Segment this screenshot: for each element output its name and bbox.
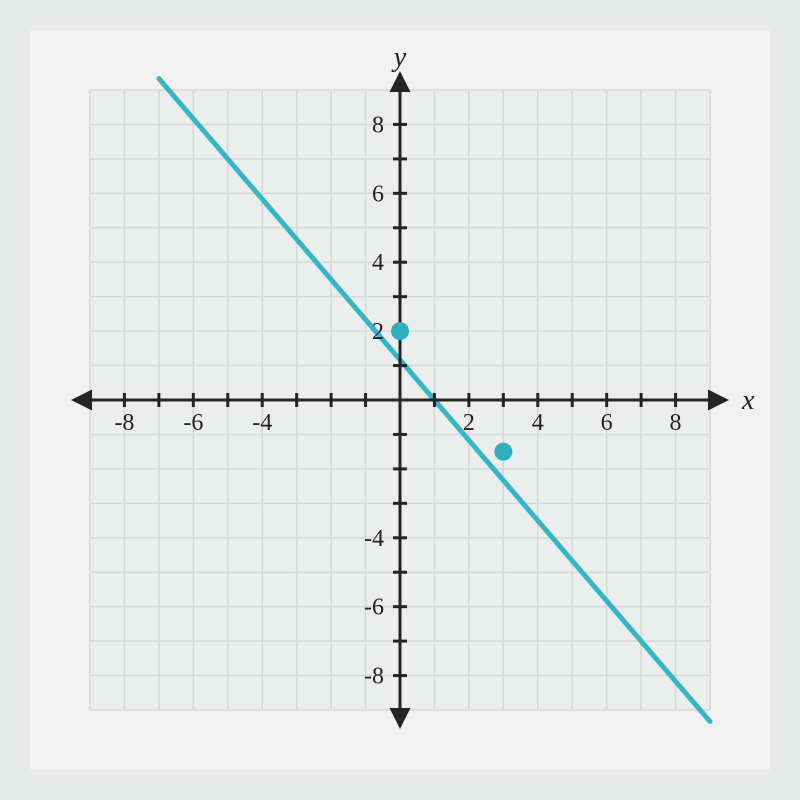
chart-svg: -8 -6 -4 2 4 6 8 -8 -6 -4 2 4 6 8 x y bbox=[30, 30, 770, 770]
y-tick-label: 8 bbox=[372, 112, 384, 138]
x-tick-label: 8 bbox=[670, 410, 682, 436]
data-point bbox=[494, 443, 512, 461]
y-tick-label: 2 bbox=[372, 319, 384, 345]
x-tick-label: -6 bbox=[183, 410, 203, 436]
data-point bbox=[391, 322, 409, 340]
y-tick-label: -6 bbox=[364, 595, 384, 621]
y-axis-label: y bbox=[391, 42, 407, 73]
y-tick-label: 6 bbox=[372, 181, 384, 207]
x-tick-label: 2 bbox=[463, 410, 475, 436]
y-tick-label: 4 bbox=[372, 250, 384, 276]
coordinate-plane-chart: -8 -6 -4 2 4 6 8 -8 -6 -4 2 4 6 8 x y bbox=[30, 30, 770, 770]
y-tick-label: -4 bbox=[364, 526, 384, 552]
x-axis-label: x bbox=[741, 385, 755, 416]
x-tick-label: 4 bbox=[532, 410, 544, 436]
x-tick-label: -8 bbox=[114, 410, 134, 436]
y-tick-label: -8 bbox=[364, 664, 384, 690]
x-tick-label: 6 bbox=[601, 410, 613, 436]
x-tick-label: -4 bbox=[252, 410, 272, 436]
